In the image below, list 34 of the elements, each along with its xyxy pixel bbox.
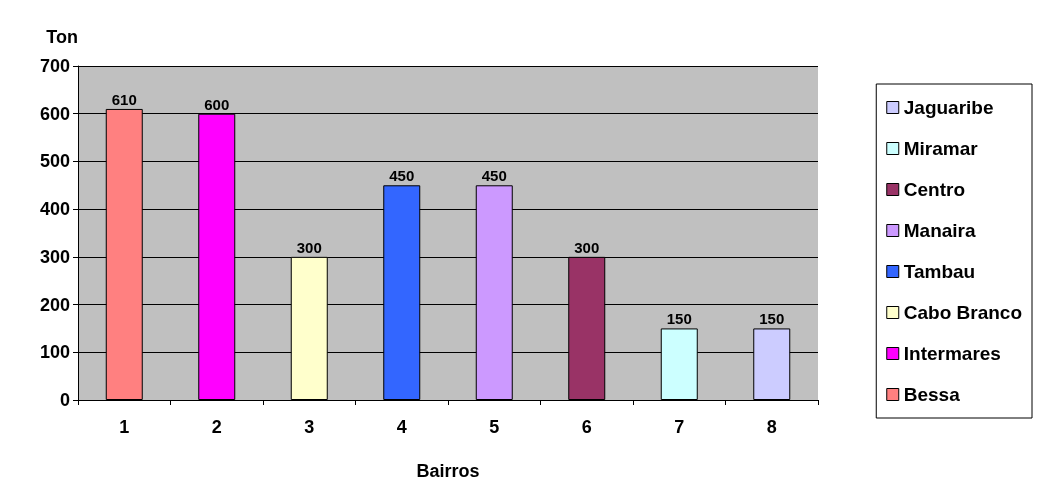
y-tick-label: 400: [39, 199, 70, 220]
legend-label: Manaira: [903, 220, 976, 241]
y-tick-label: 600: [39, 103, 70, 124]
x-tick-label: 1: [119, 417, 130, 437]
data-label: 150: [666, 310, 692, 328]
data-label: 300: [574, 238, 600, 256]
x-tick-label: 2: [211, 417, 222, 437]
legend-label: Tambau: [903, 261, 976, 282]
data-label: 450: [389, 167, 415, 185]
x-tick-label: 6: [581, 417, 592, 437]
legend-label: Cabo Branco: [903, 302, 1023, 323]
y-tick-label: 0: [59, 390, 70, 410]
legend-label: Intermares: [903, 343, 1001, 364]
y-tick-label: 200: [39, 294, 70, 315]
data-label: 300: [296, 238, 322, 256]
data-label: 600: [204, 95, 230, 113]
x-tick-label: 7: [674, 417, 685, 437]
legend-label: Jaguaribe: [903, 97, 994, 118]
data-label: 610: [111, 90, 137, 108]
y-tick-label: 100: [39, 342, 70, 363]
y-axis-title: Ton: [46, 27, 78, 47]
x-tick-label: 4: [396, 417, 407, 437]
x-tick-label: 8: [766, 417, 777, 437]
y-tick-label: 500: [39, 151, 70, 172]
legend-label: Bessa: [903, 384, 961, 405]
x-axis-title: Bairros: [416, 461, 480, 481]
x-tick-label: 5: [489, 417, 500, 437]
y-tick-label: 300: [39, 246, 70, 267]
data-label: 150: [759, 310, 785, 328]
legend-label: Centro: [903, 179, 965, 200]
y-tick-label: 700: [39, 56, 70, 76]
legend-label: Miramar: [903, 138, 979, 159]
data-label: 450: [481, 167, 507, 185]
x-tick-label: 3: [304, 417, 315, 437]
